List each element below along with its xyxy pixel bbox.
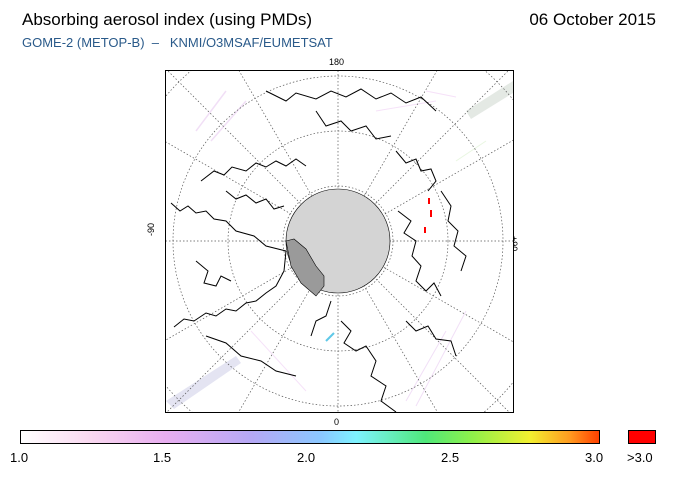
graticule — [166, 71, 513, 412]
longitude-label-left: -90 — [146, 222, 156, 236]
polar-map — [166, 71, 513, 412]
colorbar-tick-label: 2.0 — [297, 450, 316, 465]
hotspot-mark — [430, 210, 432, 217]
longitude-label-top: 180 — [329, 57, 345, 67]
greenland-shade — [285, 238, 325, 297]
colorbar-overflow-box — [628, 430, 656, 444]
aerosol-hotspots — [424, 198, 432, 233]
colorbar-overflow-label: >3.0 — [627, 450, 653, 465]
longitude-label-bottom: 0 — [334, 417, 340, 427]
aerosol-spot-cyan — [325, 332, 335, 342]
colorbar — [20, 430, 600, 444]
date-label: 06 October 2015 — [529, 10, 656, 29]
aerosol-swaths — [166, 81, 513, 409]
coastlines — [170, 88, 467, 412]
subtitle: GOME-2 (METOP-B) – KNMI/O3MSAF/EUMETSAT — [22, 35, 333, 50]
colorbar-tick-label: 1.5 — [153, 450, 172, 465]
map-frame — [165, 70, 514, 413]
colorbar-tick-label: 2.5 — [441, 450, 460, 465]
colorbar-tick-label: 1.0 — [10, 450, 29, 465]
page-title: Absorbing aerosol index (using PMDs) — [22, 10, 313, 29]
colorbar-tick-label: 3.0 — [585, 450, 604, 465]
hotspot-mark — [428, 198, 430, 204]
hotspot-mark — [424, 227, 426, 233]
